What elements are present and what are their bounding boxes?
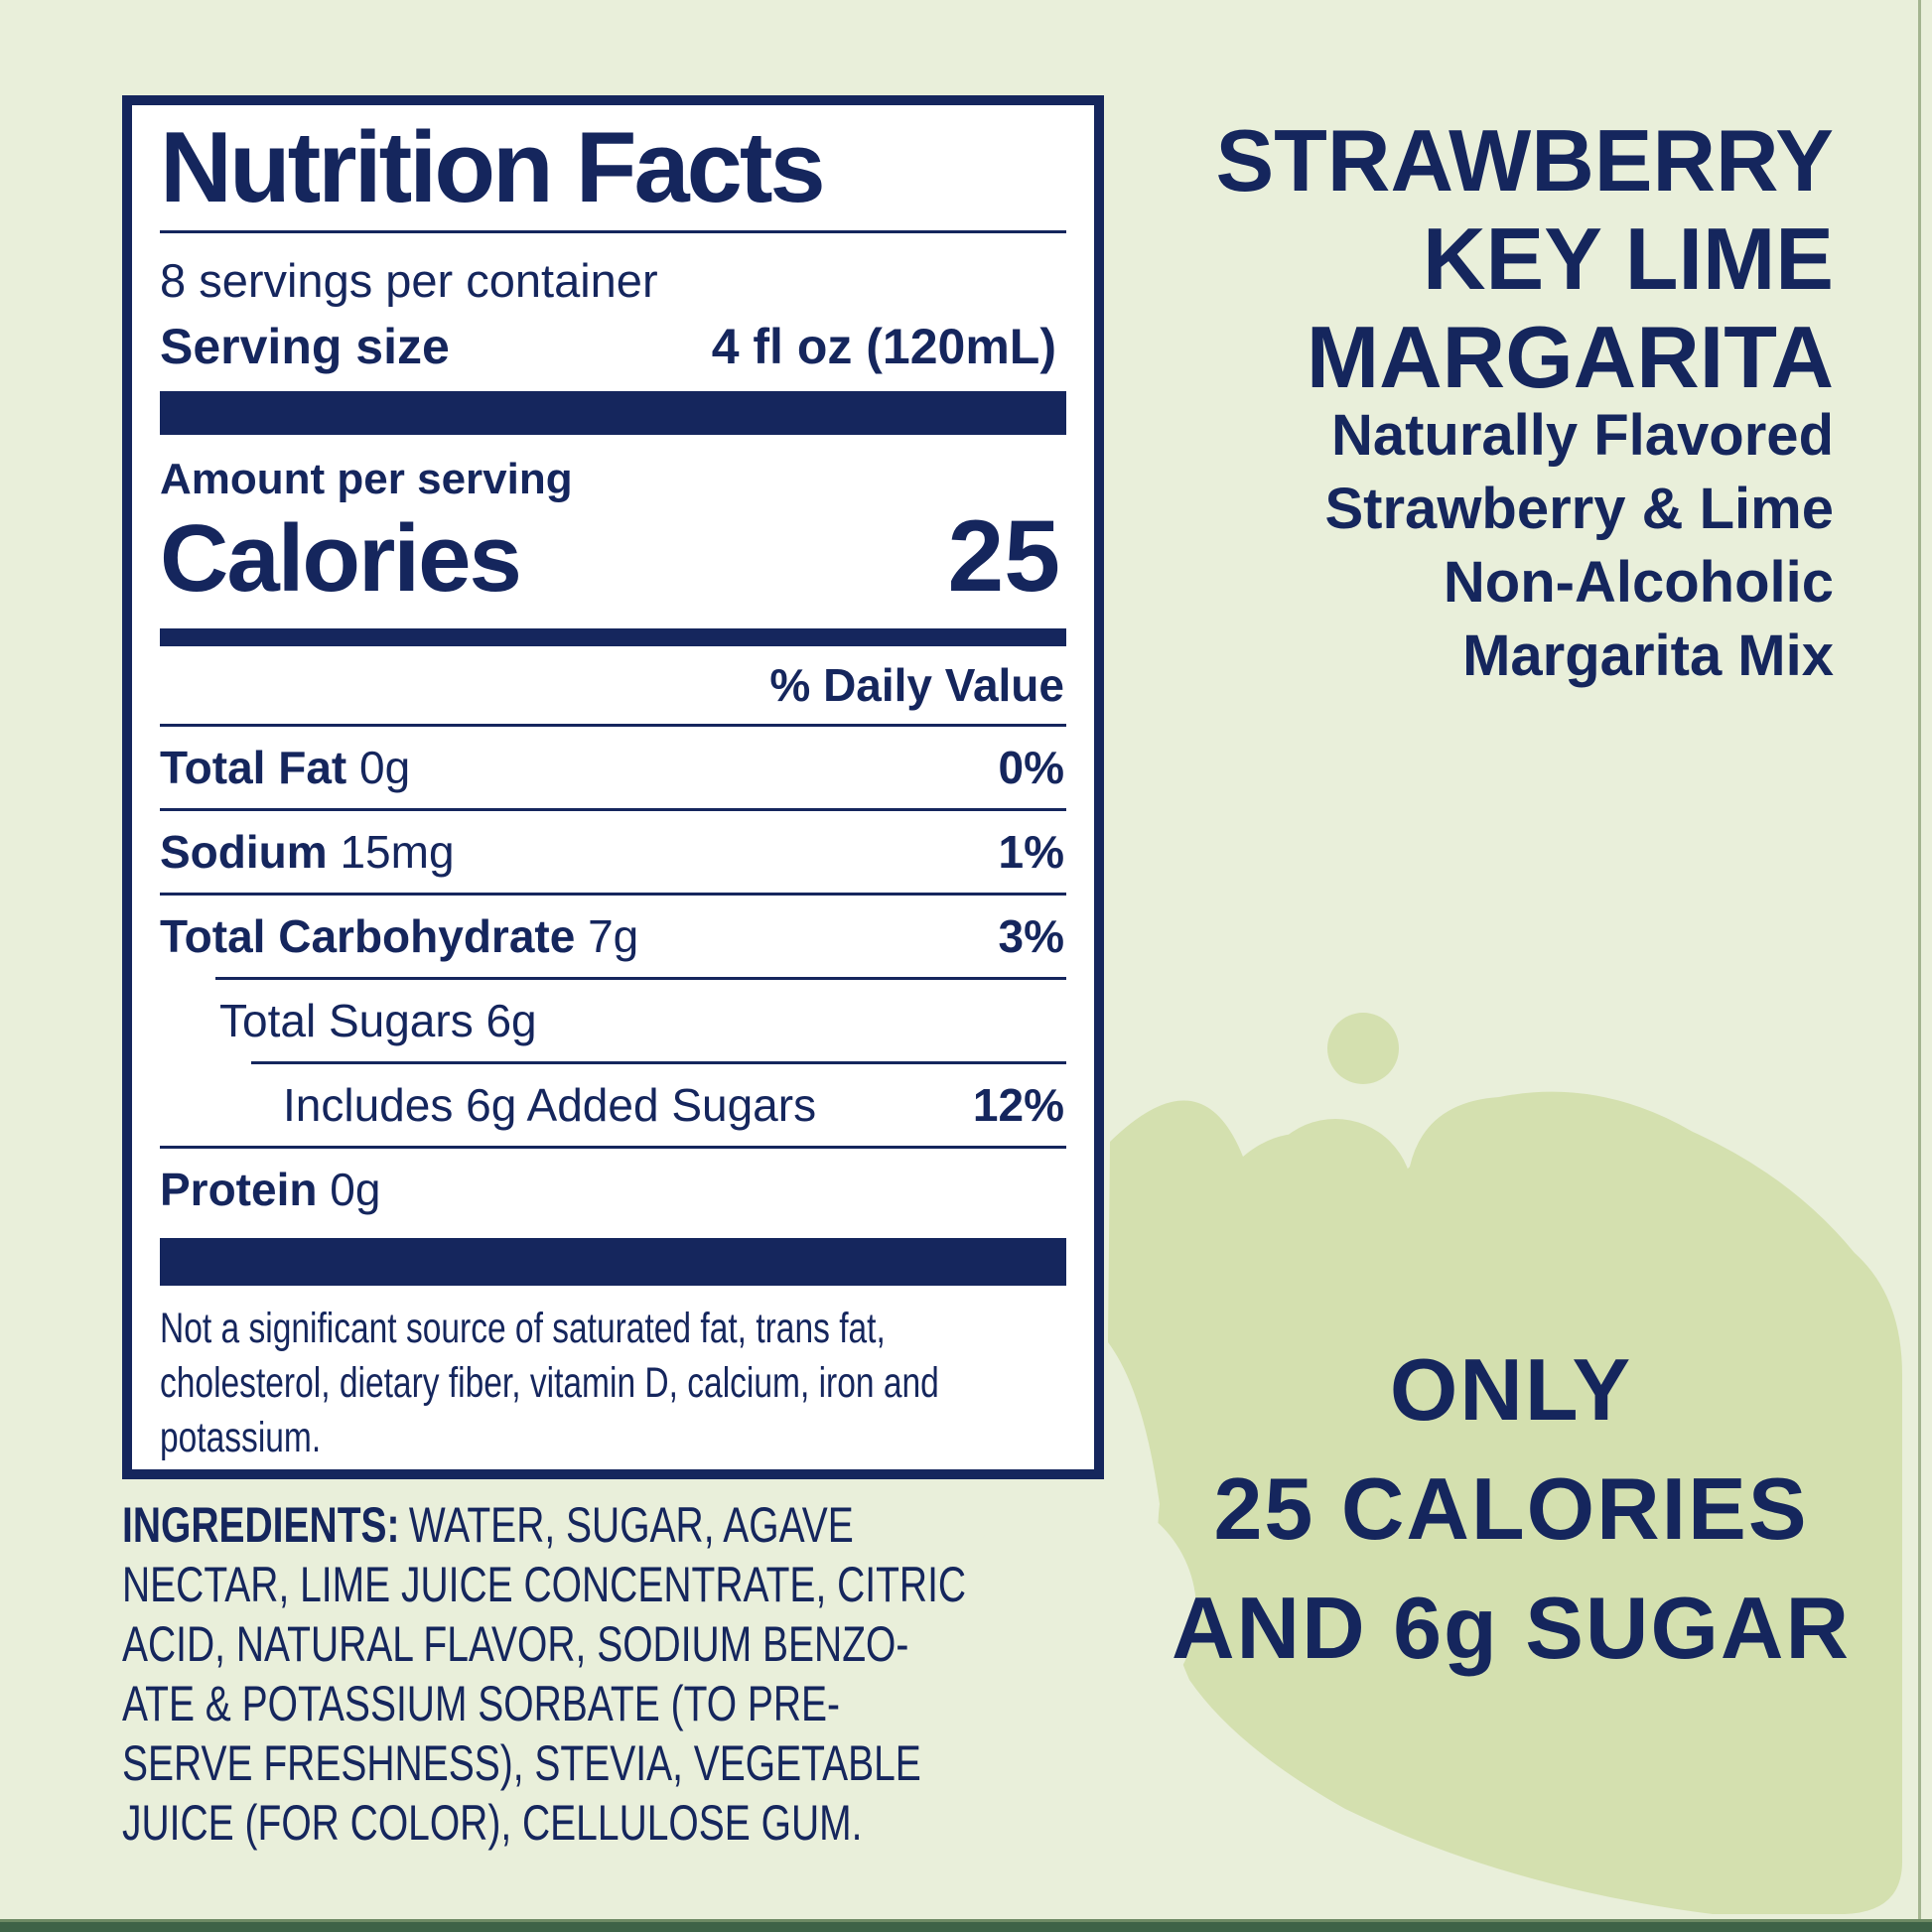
nutrient-label: Total Fat — [160, 742, 347, 794]
droplet-icon — [1327, 1013, 1399, 1084]
servings-per-container: 8 servings per container — [160, 254, 658, 308]
nutrient-row-sodium: Sodium 15mg 1% — [160, 811, 1066, 893]
serving-size-row: Serving size 4 fl oz (120mL) — [160, 318, 1066, 375]
nutrient-row-added-sugars: Includes 6g Added Sugars 12% — [160, 1064, 1066, 1146]
package-bottom-edge — [0, 1919, 1932, 1932]
nutrient-row-total-carbohydrate: Total Carbohydrate 7g 3% — [160, 896, 1066, 977]
divider — [160, 893, 1066, 897]
nutrient-label: Total Carbohydrate — [160, 910, 576, 963]
splash-body — [1108, 1091, 1902, 1914]
nutrient-value: 0g — [359, 742, 411, 794]
serving-size-value: 4 fl oz (120mL) — [711, 319, 1056, 375]
thick-bar — [160, 391, 1066, 436]
product-description-line: Strawberry & Lime — [1324, 477, 1834, 541]
calories-label: Calories — [160, 505, 522, 613]
nutrient-percent: 0% — [998, 742, 1064, 794]
divider — [160, 230, 1066, 234]
nutrient-value: Total Sugars 6g — [219, 995, 537, 1047]
product-description-line: Margarita Mix — [1462, 623, 1834, 688]
product-description-line: Non-Alcoholic — [1443, 550, 1834, 615]
product-description: Naturally Flavored Strawberry & Lime Non… — [1324, 399, 1834, 693]
ingredients-label: INGREDIENTS: — [122, 1497, 400, 1553]
thick-bar — [160, 1238, 1066, 1287]
nutrient-label: Protein — [160, 1164, 318, 1216]
amount-per-serving: Amount per serving — [160, 455, 573, 504]
daily-value-header: % Daily Value — [769, 659, 1064, 712]
product-name-line: KEY LIME — [1422, 209, 1834, 308]
nutrient-percent: 1% — [998, 826, 1064, 879]
product-description-line: Naturally Flavored — [1330, 403, 1834, 468]
thick-bar — [160, 628, 1066, 647]
divider — [160, 724, 1066, 728]
ingredients-line: INGREDIENTS: WATER, SUGAR, AGAVE — [122, 1495, 854, 1555]
nutrient-value: 7g — [588, 910, 639, 963]
nutrition-facts-title: Nutrition Facts — [160, 112, 826, 223]
claim-line: AND 6g SUGAR — [1171, 1579, 1852, 1677]
nutrient-row-total-fat: Total Fat 0g 0% — [160, 727, 1066, 808]
divider — [160, 808, 1066, 812]
ingredients-line: SERVE FRESHNESS), STEVIA, VEGETABLE — [122, 1735, 921, 1791]
ingredients-line: ATE & POTASSIUM SORBATE (TO PRE- — [122, 1676, 841, 1731]
nutrient-value: 0g — [330, 1164, 381, 1216]
calories-row: Calories 25 — [160, 498, 1066, 615]
nutrient-percent: 12% — [972, 1079, 1064, 1132]
nutrient-percent: 3% — [998, 910, 1064, 963]
product-name-line: STRAWBERRY — [1215, 111, 1834, 209]
ingredients-section: INGREDIENTS: WATER, SUGAR, AGAVE NECTAR, … — [122, 1495, 1035, 1853]
product-name-line: MARGARITA — [1306, 308, 1834, 406]
calories-value: 25 — [947, 499, 1060, 614]
divider — [251, 1061, 1066, 1065]
claim-line: 25 CALORIES — [1213, 1459, 1809, 1558]
nutrient-row-total-sugars: Total Sugars 6g — [160, 980, 1066, 1061]
ingredients-text: WATER, SUGAR, AGAVE — [408, 1497, 854, 1553]
nutrient-label: Sodium — [160, 826, 328, 879]
nutrient-row-protein: Protein 0g — [160, 1149, 1066, 1230]
divider — [215, 977, 1066, 981]
splash-bite — [958, 1491, 1196, 1729]
ingredients-line: ACID, NATURAL FLAVOR, SODIUM BENZO- — [122, 1616, 909, 1672]
package-fold-line — [1918, 0, 1921, 1919]
calorie-claim: ONLY 25 CALORIES AND 6g SUGAR — [1124, 1330, 1898, 1688]
ingredients-line: JUICE (FOR COLOR), CELLULOSE GUM. — [122, 1795, 863, 1851]
serving-size-label: Serving size — [160, 319, 450, 375]
footnote-line: potassium. — [160, 1414, 322, 1462]
product-name: STRAWBERRY KEY LIME MARGARITA — [1215, 111, 1834, 406]
claim-line: ONLY — [1389, 1340, 1633, 1439]
footnote: Not a significant source of saturated fa… — [160, 1302, 1066, 1465]
divider — [160, 1146, 1066, 1150]
footnote-line: cholesterol, dietary fiber, vitamin D, c… — [160, 1359, 939, 1408]
nutrient-value: Includes 6g Added Sugars — [283, 1079, 817, 1132]
ingredients-line: NECTAR, LIME JUICE CONCENTRATE, CITRIC — [122, 1557, 967, 1612]
nutrient-value: 15mg — [340, 826, 455, 879]
footnote-line: Not a significant source of saturated fa… — [160, 1305, 886, 1353]
nutrition-facts-panel: Nutrition Facts 8 servings per container… — [122, 95, 1104, 1479]
